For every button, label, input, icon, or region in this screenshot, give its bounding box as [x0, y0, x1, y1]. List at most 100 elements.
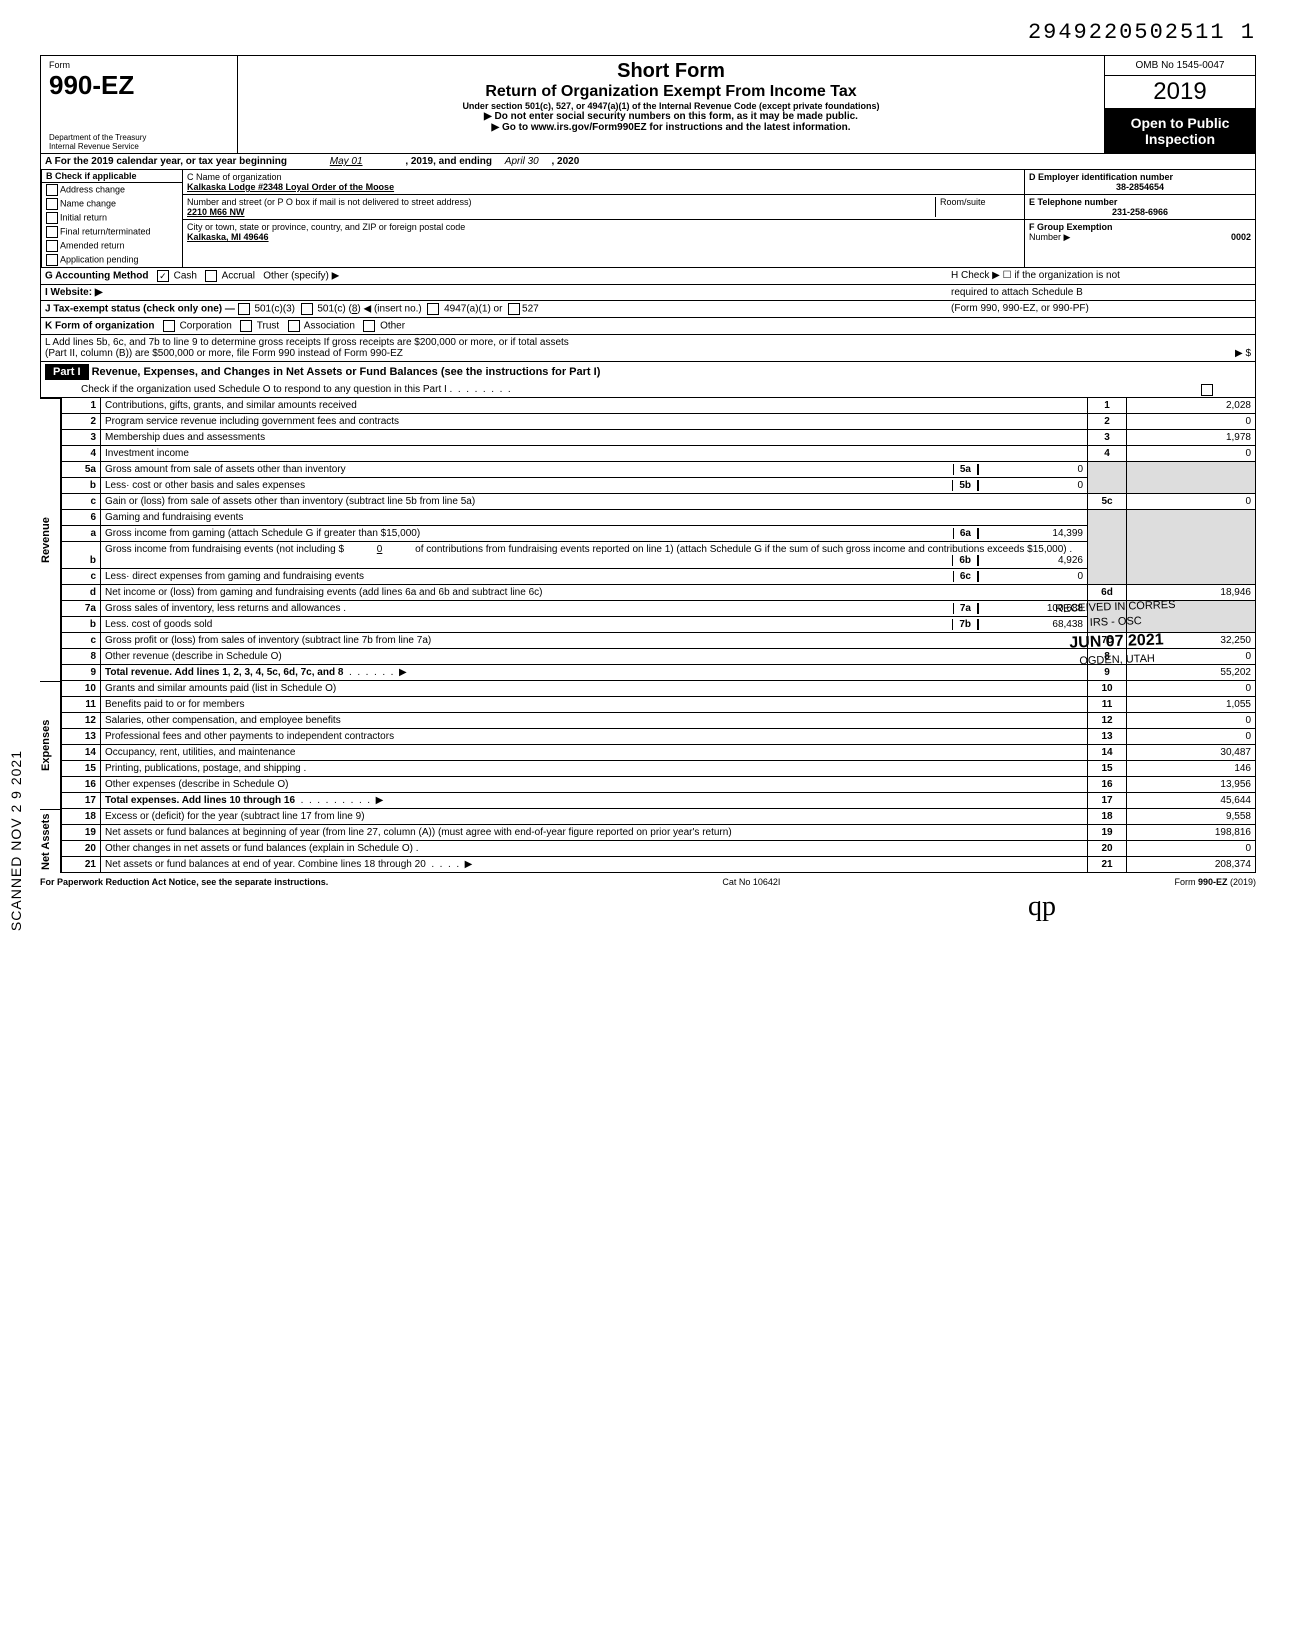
- subtitle: Under section 501(c), 527, or 4947(a)(1)…: [242, 101, 1100, 111]
- chk-527[interactable]: [508, 303, 520, 315]
- ln: d: [62, 585, 101, 601]
- line-3: 3Membership dues and assessments31,978: [62, 430, 1256, 446]
- row-g: G Accounting Method ✓ Cash Accrual Other…: [40, 268, 1256, 285]
- la: 45,644: [1127, 793, 1256, 809]
- ln: b: [62, 542, 101, 569]
- chk-label: Address change: [60, 184, 125, 194]
- ln: 13: [62, 729, 101, 745]
- checkbox-icon[interactable]: [46, 226, 58, 238]
- lt: Professional fees and other payments to …: [101, 729, 1088, 745]
- checkbox-icon[interactable]: [46, 240, 58, 252]
- 501c: 501(c) (: [317, 304, 351, 315]
- part1-title: Revenue, Expenses, and Changes in Net As…: [92, 366, 601, 378]
- checkbox-icon[interactable]: [46, 212, 58, 224]
- line-15: 15Printing, publications, postage, and s…: [62, 761, 1256, 777]
- stamp-date: JUN 07 2021: [1055, 629, 1176, 656]
- lt: Occupancy, rent, utilities, and maintena…: [101, 745, 1088, 761]
- line-13: 13Professional fees and other payments t…: [62, 729, 1256, 745]
- chk-final: Final return/terminated: [42, 225, 182, 239]
- j-label: J Tax-exempt status (check only one) —: [45, 304, 235, 315]
- i-label: I Website: ▶: [45, 287, 103, 298]
- col-b: B Check if applicable Address change Nam…: [41, 170, 183, 267]
- l-arrow: ▶ $: [951, 348, 1251, 359]
- lc: 20: [1088, 841, 1127, 857]
- lt: Less· direct expenses from gaming and fu…: [105, 571, 364, 582]
- chk-label: Initial return: [60, 212, 107, 222]
- ln: 2: [62, 414, 101, 430]
- part1-header: Part I Revenue, Expenses, and Changes in…: [40, 362, 1256, 398]
- mc: 6a: [953, 528, 978, 539]
- info-right: D Employer identification number 38-2854…: [1024, 170, 1255, 267]
- chk-4947[interactable]: [427, 303, 439, 315]
- checkbox-accrual[interactable]: [205, 270, 217, 282]
- line-11: 11Benefits paid to or for members111,055: [62, 697, 1256, 713]
- org-name-line: C Name of organization Kalkaska Lodge #2…: [183, 170, 1024, 195]
- checkbox-icon[interactable]: [46, 254, 58, 266]
- lt: Grants and similar amounts paid (list in…: [101, 681, 1088, 697]
- city: Kalkaska, MI 49646: [187, 232, 269, 242]
- ln: 11: [62, 697, 101, 713]
- chk-label: Name change: [60, 198, 116, 208]
- mc: 7a: [953, 603, 978, 614]
- warning: ▶ Do not enter social security numbers o…: [242, 111, 1100, 122]
- chk-trust[interactable]: [240, 320, 252, 332]
- ln: 20: [62, 841, 101, 857]
- lt: Other changes in net assets or fund bala…: [101, 841, 1088, 857]
- lc: 21: [1088, 857, 1127, 873]
- checkbox-icon[interactable]: [46, 198, 58, 210]
- footer-mid: Cat No 10642I: [722, 877, 780, 887]
- chk-schedule-o[interactable]: [1201, 384, 1213, 396]
- dln-number: 2949220502511 1: [40, 20, 1256, 45]
- shade: [1088, 510, 1127, 585]
- lc: 19: [1088, 825, 1127, 841]
- la: 2,028: [1127, 398, 1256, 414]
- la: 0: [1127, 841, 1256, 857]
- ln: 21: [62, 857, 101, 873]
- chk-other[interactable]: [363, 320, 375, 332]
- shade: [1127, 462, 1256, 494]
- period-endyr: , 2020: [551, 156, 579, 167]
- short-form-title: Short Form: [242, 60, 1100, 83]
- goto: ▶ Go to www.irs.gov/Form990EZ for instru…: [242, 122, 1100, 133]
- checkbox-cash[interactable]: ✓: [157, 270, 169, 282]
- ln: b: [62, 617, 101, 633]
- lc: 1: [1088, 398, 1127, 414]
- line-21: 21Net assets or fund balances at end of …: [62, 857, 1256, 873]
- return-title: Return of Organization Exempt From Incom…: [242, 83, 1100, 101]
- la: 0: [1127, 729, 1256, 745]
- ein: 38-2854654: [1029, 182, 1251, 192]
- ln: 16: [62, 777, 101, 793]
- line-6: 6Gaming and fundraising events: [62, 510, 1256, 526]
- checkbox-icon[interactable]: [46, 184, 58, 196]
- right-box: OMB No 1545-0047 2019 Open to Public Ins…: [1105, 56, 1255, 153]
- lt: Net assets or fund balances at beginning…: [101, 825, 1088, 841]
- lc: 15: [1088, 761, 1127, 777]
- chk-name: Name change: [42, 197, 182, 211]
- open1: Open to Public: [1131, 115, 1230, 131]
- footer: For Paperwork Reduction Act Notice, see …: [40, 873, 1256, 891]
- c-label: C Name of organization: [187, 172, 282, 182]
- corp: Corporation: [180, 321, 232, 332]
- lt: Contributions, gifts, grants, and simila…: [101, 398, 1088, 414]
- chk-corp[interactable]: [163, 320, 175, 332]
- lt: Program service revenue including govern…: [101, 414, 1088, 430]
- chk-501c3[interactable]: [238, 303, 250, 315]
- chk-initial: Initial return: [42, 211, 182, 225]
- chk-assoc[interactable]: [288, 320, 300, 332]
- chk-address: Address change: [42, 183, 182, 197]
- lt: Less. cost of goods sold: [105, 619, 212, 630]
- period-end: April 30: [495, 156, 549, 167]
- 527: 527: [522, 304, 539, 315]
- ln: 18: [62, 809, 101, 825]
- lt: Gain or (loss) from sale of assets other…: [101, 494, 1088, 510]
- 4947: 4947(a)(1) or: [444, 304, 502, 315]
- chk-501c[interactable]: [301, 303, 313, 315]
- lt: Salaries, other compensation, and employ…: [101, 713, 1088, 729]
- la: 1,978: [1127, 430, 1256, 446]
- g-label: G Accounting Method: [45, 271, 149, 282]
- other-label: Other (specify) ▶: [263, 271, 339, 282]
- netassets-sidebar: Net Assets: [40, 809, 61, 873]
- line-18: 18Excess or (deficit) for the year (subt…: [62, 809, 1256, 825]
- lt: Benefits paid to or for members: [101, 697, 1088, 713]
- line-5c: cGain or (loss) from sale of assets othe…: [62, 494, 1256, 510]
